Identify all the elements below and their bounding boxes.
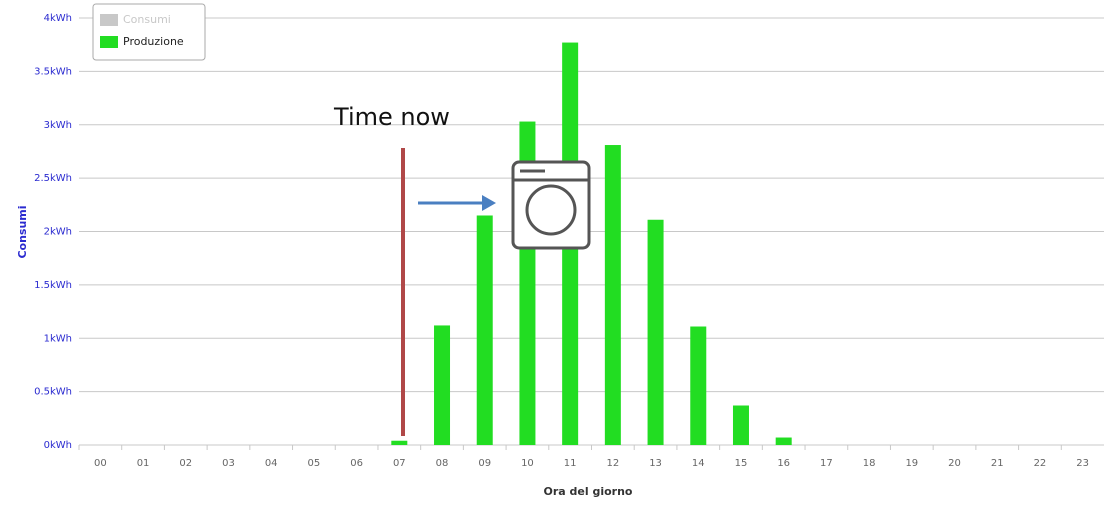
x-tick-label: 05 bbox=[308, 458, 321, 469]
bar bbox=[732, 405, 749, 445]
x-tick-label: 00 bbox=[94, 458, 107, 469]
y-tick-label: 4kWh bbox=[44, 13, 72, 24]
x-tick-label: 07 bbox=[393, 458, 406, 469]
legend-swatch bbox=[100, 36, 118, 48]
arrow-head bbox=[482, 195, 496, 211]
x-tick-label: 23 bbox=[1076, 458, 1089, 469]
x-tick-label: 18 bbox=[863, 458, 876, 469]
x-tick-label: 17 bbox=[820, 458, 833, 469]
x-tick-label: 12 bbox=[606, 458, 619, 469]
y-tick-label: 1kWh bbox=[44, 333, 72, 344]
x-tick-label: 08 bbox=[436, 458, 449, 469]
x-tick-label: 19 bbox=[905, 458, 918, 469]
y-tick-label: 3.5kWh bbox=[34, 66, 72, 77]
grid: 0kWh 0.5kWh 1kWh 1.5kWh 2kWh 2.5kWh 3kWh 3.5kWh… bbox=[34, 13, 1104, 469]
bar bbox=[775, 437, 792, 445]
x-tick-label: 16 bbox=[777, 458, 790, 469]
washing-machine-icon bbox=[511, 160, 591, 250]
bar bbox=[647, 219, 664, 445]
bar bbox=[604, 145, 621, 445]
x-tick-label: 04 bbox=[265, 458, 278, 469]
bar bbox=[391, 440, 408, 445]
legend: Consumi Produzione bbox=[92, 3, 206, 61]
y-tick-label: 2.5kWh bbox=[34, 173, 72, 184]
y-tick-label: 0.5kWh bbox=[34, 387, 72, 398]
legend-label: Produzione bbox=[123, 35, 184, 48]
y-tick-label: 2kWh bbox=[44, 227, 72, 238]
bars bbox=[391, 42, 792, 446]
legend-box bbox=[92, 3, 206, 61]
y-tick-label: 3kWh bbox=[44, 120, 72, 131]
x-tick-label: 10 bbox=[521, 458, 534, 469]
y-axis-label: Consumi bbox=[16, 205, 29, 258]
x-tick-label: 06 bbox=[350, 458, 363, 469]
legend-label: Consumi bbox=[123, 13, 171, 26]
x-tick-label: 09 bbox=[478, 458, 491, 469]
x-tick-label: 21 bbox=[991, 458, 1004, 469]
x-tick-label: 14 bbox=[692, 458, 705, 469]
legend-swatch bbox=[100, 14, 118, 26]
x-tick-label: 11 bbox=[564, 458, 577, 469]
x-tick-label: 20 bbox=[948, 458, 961, 469]
y-tick-label: 0kWh bbox=[44, 440, 72, 451]
bar bbox=[434, 325, 451, 445]
annotation: Time now bbox=[333, 103, 450, 131]
x-tick-label: 22 bbox=[1034, 458, 1047, 469]
x-tick-label: 01 bbox=[137, 458, 150, 469]
x-tick-label: 02 bbox=[179, 458, 192, 469]
bar bbox=[690, 326, 707, 445]
y-tick-label: 1.5kWh bbox=[34, 280, 72, 291]
bar bbox=[476, 215, 493, 445]
x-tick-label: 13 bbox=[649, 458, 662, 469]
x-tick-label: 15 bbox=[735, 458, 748, 469]
x-axis-label: Ora del giorno bbox=[544, 485, 633, 498]
x-tick-label: 03 bbox=[222, 458, 235, 469]
